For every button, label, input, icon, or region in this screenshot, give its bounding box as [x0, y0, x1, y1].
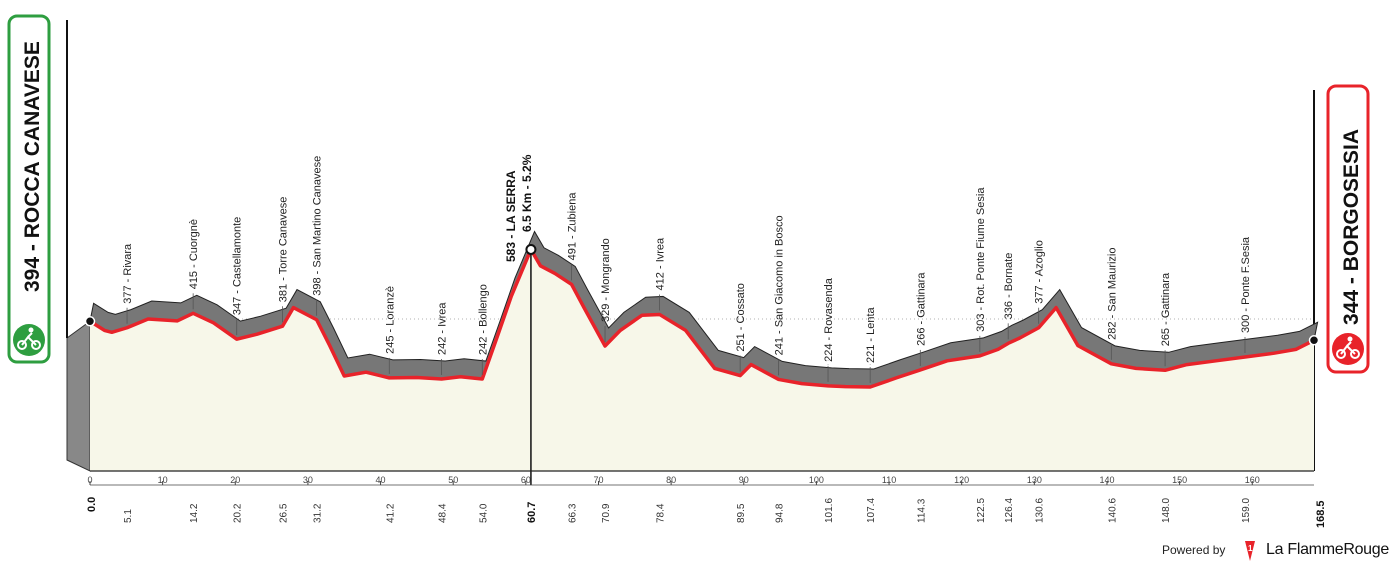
waypoint-label: 241 - San Giacomo in Bosco	[774, 215, 786, 355]
waypoint-label: 251 - Cossato	[735, 283, 747, 351]
waypoint-km-label: 101.6	[824, 498, 835, 523]
waypoint-km-label: 31.2	[313, 503, 324, 523]
waypoint-km-label: 107.4	[866, 498, 877, 523]
waypoint-label: 245 - Loranzè	[384, 286, 396, 354]
km-tick-label: 100	[809, 475, 824, 485]
finish-label: 344 - BORGOSESIA	[1340, 129, 1363, 325]
km-tick-label: 120	[954, 475, 969, 485]
waypoint-label: 221 - Lenta	[865, 306, 877, 363]
waypoint-label: 242 - Ivrea	[437, 302, 449, 355]
waypoint-km-label: 130.6	[1035, 498, 1046, 523]
waypoint-label: 412 - Ivrea	[655, 237, 667, 290]
start-dot	[84, 316, 96, 327]
km-tick-label: 150	[1172, 475, 1187, 485]
finish-badge: 344 - BORGOSESIA	[1326, 84, 1370, 374]
waypoint-label: 347 - Castellamonte	[232, 217, 244, 315]
waypoint-km-label: 20.2	[233, 503, 244, 523]
waypoint-km-label: 26.5	[278, 503, 289, 523]
waypoint-km-label: 48.4	[438, 503, 449, 523]
waypoint-km-label: 14.2	[189, 503, 200, 523]
waypoint-label: 224 - Rovasenda	[823, 277, 835, 362]
waypoint-labels: 377 - Rivara 5.1 415 - Cuorgnè 14.2 347 - Ca…	[122, 156, 1252, 523]
powered-by-text: Powered by	[1162, 543, 1226, 557]
profile-area	[84, 230, 1320, 485]
start-label: 394 - ROCCA CANAVESE	[21, 41, 44, 292]
waypoint-km-label: 122.5	[976, 498, 987, 523]
waypoint-km-label: 5.1	[123, 509, 134, 523]
waypoint-label: 303 - Rot. Ponte Fiume Sesia	[975, 187, 987, 332]
waypoint-label: 266 - Gattinara	[915, 272, 927, 346]
finish-km-label: 168.5	[1315, 500, 1327, 528]
waypoint-label: 377 - Rivara	[122, 243, 134, 304]
climb-name: 583 - LA SERRA	[504, 170, 518, 262]
waypoint-label: 377 - Azoglio	[1034, 240, 1046, 304]
waypoint-label: 336 - Bornate	[1003, 253, 1015, 320]
waypoint-km-label: 70.9	[601, 503, 612, 523]
waypoint-km-label: 114.3	[916, 498, 927, 523]
km-axis: 0 10 20 30 40 50 60 70 80 90 100 110 120 130 140 150 160	[87, 470, 1314, 486]
waypoint-km-label: 159.0	[1241, 498, 1252, 523]
waypoint-label: 329 - Mongrando	[600, 238, 612, 322]
km-tick-label: 130	[1027, 475, 1042, 485]
brand-name: La FlammeRouge	[1266, 541, 1389, 558]
km-tick-label: 140	[1099, 475, 1114, 485]
start-wall	[66, 320, 91, 472]
km-tick-label: 160	[1245, 475, 1260, 485]
waypoint-km-label: 41.2	[385, 503, 396, 523]
start-badge: 394 - ROCCA CANAVESE	[7, 14, 51, 364]
waypoint-label: 398 - San Martino Canavese	[312, 156, 324, 296]
waypoint-label: 242 - Bollengo	[477, 284, 489, 355]
waypoint-label: 282 - San Maurizio	[1106, 248, 1118, 340]
la-flamme-rouge-logo-icon: 1	[1243, 541, 1257, 561]
finish-dot	[1308, 335, 1320, 346]
profile-fill	[90, 249, 1314, 471]
waypoint-km-label: 148.0	[1161, 498, 1172, 523]
waypoint-label: 381 - Torre Canavese	[277, 197, 289, 303]
km-tick-label: 40	[376, 475, 386, 485]
start-km-label: 0.0	[86, 497, 98, 512]
km-tick-label: 80	[666, 475, 676, 485]
waypoint-km-label: 126.4	[1004, 498, 1015, 523]
waypoint-km-label: 140.6	[1107, 498, 1118, 523]
km-tick-label: 0	[87, 475, 92, 485]
climb-km-label: 60.7	[526, 502, 538, 523]
km-tick-label: 10	[158, 475, 168, 485]
waypoint-label: 415 - Cuorgnè	[188, 219, 200, 289]
waypoint-km-label: 78.4	[656, 503, 667, 523]
svg-text:1: 1	[1248, 544, 1253, 553]
waypoint-km-label: 54.0	[478, 503, 489, 523]
climb-stats: 6.5 Km - 5.2%	[520, 154, 534, 232]
km-tick-label: 90	[739, 475, 749, 485]
waypoint-km-label: 89.5	[736, 503, 747, 523]
km-tick-label: 30	[303, 475, 313, 485]
waypoint-km-label: 94.8	[775, 503, 786, 523]
road-line	[89, 247, 1315, 389]
km-tick-label: 60	[521, 475, 531, 485]
waypoint-label: 491 - Zubiena	[567, 192, 579, 261]
waypoint-km-label: 66.3	[568, 503, 579, 523]
km-tick-label: 20	[230, 475, 240, 485]
waypoint-label: 265 - Gattinara	[1160, 272, 1172, 346]
km-tick-label: 70	[593, 475, 603, 485]
km-tick-label: 50	[448, 475, 458, 485]
km-tick-label: 110	[882, 475, 896, 485]
waypoint-label: 300 - Ponte F.Sesia	[1240, 236, 1252, 333]
climb-label: 583 - LA SERRA 6.5 Km - 5.2%	[504, 154, 534, 262]
climb-summit-dot	[525, 243, 537, 255]
